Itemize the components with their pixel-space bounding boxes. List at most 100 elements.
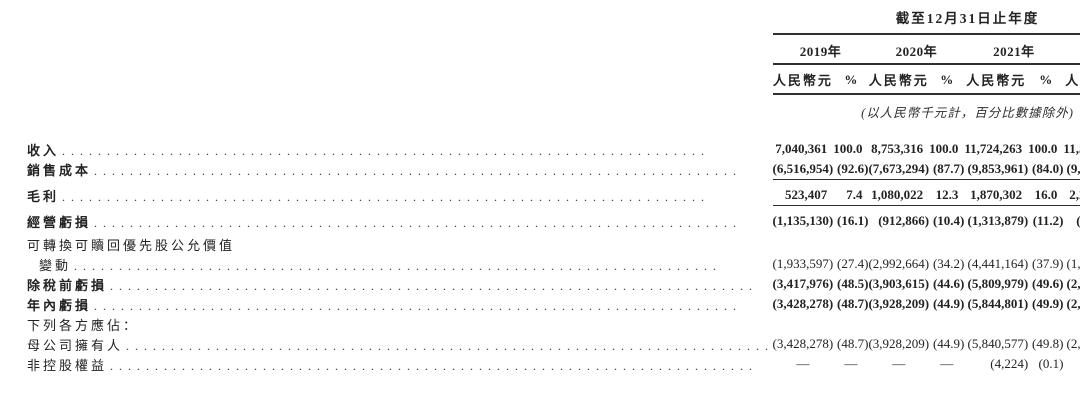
- table-header-year-row: 2019年 2020年 2021年 2022年: [20, 35, 1080, 65]
- value-cell: 1,080,022: [868, 185, 930, 206]
- table-row-preferred-shares-fv-line1: 可轉換可贖回優先股公允價值: [20, 234, 1080, 254]
- table-row-cost-of-sales: 銷售成本 (6,516,954) (92.6) (7,673,294) (87.…: [20, 159, 1080, 180]
- value-cell: (6,516,954): [772, 159, 834, 180]
- table-row-non-controlling-interests: 非控股權益 — — — — (4,224) (0.1) (2,142) (0.0…: [20, 354, 1080, 374]
- financial-statement-section: 截至12月31日止年度 2019年 2020年 2021年 2022年 人民幣元…: [20, 6, 1080, 374]
- table-row-gross-profit: 毛利 523,407 7.4 1,080,022 12.3 1,870,302 …: [20, 185, 1080, 206]
- value-cell: (7,673,294): [868, 159, 930, 180]
- value-cell: (9,853,961): [964, 159, 1029, 180]
- value-cell: (9,276,669): [1063, 159, 1080, 180]
- value-cell: (2,138,315): [1066, 296, 1080, 311]
- row-label-loss-for-year: 年內虧損: [27, 297, 92, 313]
- value-cell: (87.7): [929, 159, 965, 180]
- value-cell: 12.3: [929, 185, 965, 206]
- value-cell: (11.2): [1032, 213, 1064, 228]
- year-header-2021: 2021年: [964, 35, 1064, 65]
- dot-leader: [94, 164, 770, 179]
- row-label-non-controlling-interests: 非控股權益: [27, 357, 108, 373]
- value-cell: (3,428,278): [772, 336, 834, 351]
- value-cell: (49.6): [1031, 276, 1064, 291]
- dot-leader: [110, 279, 770, 294]
- value-cell: (27.4): [837, 256, 869, 271]
- value-cell: (34.2): [932, 256, 965, 271]
- value-cell: 11,724,263: [964, 141, 1023, 156]
- table-row-revenue: 收入 7,040,361 100.0 8,753,316 100.0 11,72…: [20, 139, 1080, 159]
- dot-leader: [62, 144, 770, 159]
- value-cell: (48.5): [837, 276, 869, 291]
- value-cell: (44.9): [932, 296, 965, 311]
- value-cell: 2,270,182: [1063, 185, 1080, 206]
- table-row-preferred-shares-fv-change: 變動 (1,933,597) (27.4) (2,992,664) (34.2)…: [20, 254, 1080, 274]
- value-cell: (48.7): [837, 296, 869, 311]
- dot-leader: [74, 259, 770, 274]
- year-header-2022: 2022年: [1063, 35, 1080, 65]
- value-cell: (3,928,209): [868, 336, 930, 351]
- row-label-operating-loss: 經營虧損: [27, 214, 92, 230]
- income-statement-table: 截至12月31日止年度 2019年 2020年 2021年 2022年 人民幣元…: [20, 6, 1080, 374]
- year-header-2019: 2019年: [772, 35, 869, 65]
- row-label-gross-profit: 毛利: [27, 189, 60, 204]
- dot-leader: [126, 339, 770, 354]
- unit-note: (以人民幣千元計，百分比數據除外): [861, 106, 1074, 120]
- table-row-attributable-to: 下列各方應佔：: [20, 314, 1080, 334]
- value-cell: 8,753,316: [871, 141, 924, 156]
- year-header-2020: 2020年: [868, 35, 965, 65]
- table-header-subrow: 人民幣元 % 人民幣元 % 人民幣元 % 人民幣元 %: [20, 65, 1080, 95]
- row-label-cost-of-sales: 銷售成本: [27, 163, 92, 178]
- table-row-loss-for-year: 年內虧損 (3,428,278) (48.7) (3,928,209) (44.…: [20, 294, 1080, 314]
- value-cell: (3,428,278): [772, 296, 834, 311]
- table-row-loss-before-tax: 除稅前虧損 (3,417,976) (48.5) (3,903,615) (44…: [20, 274, 1080, 294]
- value-cell: —: [844, 356, 858, 371]
- table-header-title-row: 截至12月31日止年度: [20, 6, 1080, 35]
- value-cell: (912,866): [878, 213, 930, 228]
- value-cell: (1,339,273): [1066, 256, 1080, 271]
- row-label-loss-before-tax: 除稅前虧損: [27, 277, 108, 293]
- value-cell: (2,136,173): [1066, 336, 1080, 351]
- value-cell: (48.7): [837, 336, 869, 351]
- value-cell: (1,933,597): [772, 256, 834, 271]
- dot-leader: [62, 190, 770, 205]
- value-cell: (1,135,130): [772, 213, 834, 228]
- value-cell: (3,928,209): [868, 296, 930, 311]
- value-cell: (4,441,164): [967, 256, 1029, 271]
- value-cell: (3,903,615): [868, 276, 930, 291]
- value-cell: (3,417,976): [772, 276, 834, 291]
- percent-header: %: [929, 65, 965, 95]
- value-cell: (0.1): [1038, 356, 1064, 371]
- value-cell: —: [940, 356, 954, 371]
- value-cell: —: [892, 356, 906, 371]
- row-label-attributable-to: 下列各方應佔：: [27, 317, 140, 333]
- currency-header: 人民幣元: [772, 65, 834, 95]
- value-cell: (5,809,979): [967, 276, 1029, 291]
- value-cell: (44.9): [932, 336, 965, 351]
- value-cell: 7.4: [833, 185, 869, 206]
- value-cell: 11,546,851: [1063, 141, 1080, 156]
- value-cell: (44.6): [932, 276, 965, 291]
- value-cell: (16.1): [837, 213, 869, 228]
- currency-header: 人民幣元: [868, 65, 930, 95]
- percent-header: %: [833, 65, 869, 95]
- value-cell: 7,040,361: [775, 141, 828, 156]
- table-row-owners-of-parent: 母公司擁有人 (3,428,278) (48.7) (3,928,209) (4…: [20, 334, 1080, 354]
- row-label-revenue: 收入: [27, 142, 60, 158]
- value-cell: (84.0): [1028, 159, 1064, 180]
- value-cell: (1,313,879): [967, 213, 1029, 228]
- value-cell: (5,844,801): [967, 296, 1029, 311]
- value-cell: (49.8): [1031, 336, 1064, 351]
- value-cell: 100.0: [1028, 141, 1058, 156]
- value-cell: (2,142): [1063, 354, 1080, 374]
- value-cell: —: [796, 356, 810, 371]
- value-cell: (37.9): [1031, 256, 1064, 271]
- value-cell: (2,107,649): [1066, 276, 1080, 291]
- row-label-owners-of-parent: 母公司擁有人: [27, 337, 124, 353]
- value-cell: 100.0: [929, 141, 959, 156]
- dot-leader: [110, 359, 770, 374]
- row-label-preferred-shares-fv-change: 變動: [39, 257, 72, 273]
- value-cell: 16.0: [1028, 185, 1064, 206]
- percent-header: %: [1028, 65, 1064, 95]
- unit-note-row: (以人民幣千元計，百分比數據除外): [20, 95, 1080, 123]
- dot-leader: [94, 216, 770, 231]
- table-title: 截至12月31日止年度: [772, 6, 1080, 35]
- value-cell: (4,224): [990, 356, 1029, 371]
- dot-leader: [94, 299, 770, 314]
